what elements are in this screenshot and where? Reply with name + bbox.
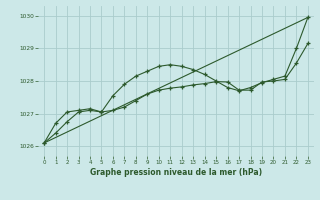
X-axis label: Graphe pression niveau de la mer (hPa): Graphe pression niveau de la mer (hPa): [90, 168, 262, 177]
